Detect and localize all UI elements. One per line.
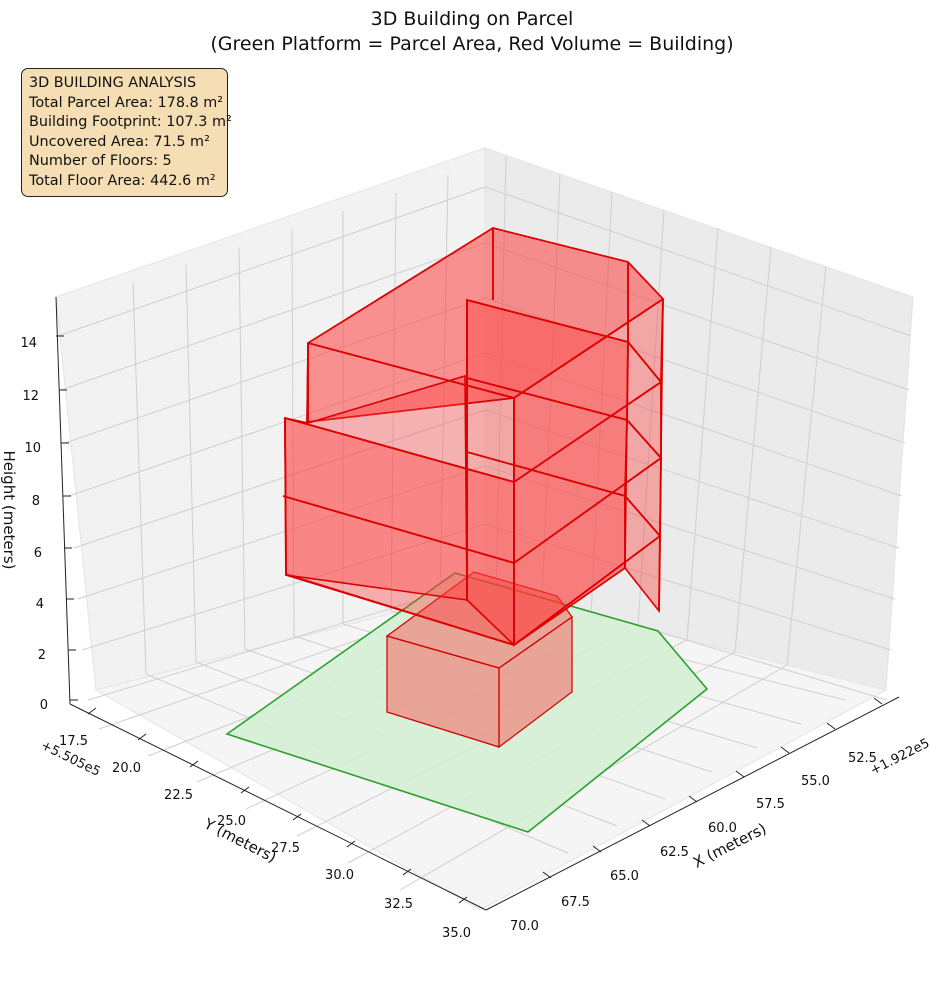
z-tick-label: 10 xyxy=(24,441,41,456)
z-tick-label: 14 xyxy=(20,336,37,351)
x-tick-label: 57.5 xyxy=(756,797,785,812)
x-tick-label: 67.5 xyxy=(561,895,590,910)
chart-title-line-2: (Green Platform = Parcel Area, Red Volum… xyxy=(210,33,733,55)
z-tick-label: 12 xyxy=(22,389,39,404)
y-tick-label: 32.5 xyxy=(384,897,413,912)
info-parcel-area: Total Parcel Area: 178.8 m² xyxy=(29,94,224,111)
z-tick-label: 0 xyxy=(40,698,48,713)
z-axis-line xyxy=(55,296,71,705)
z-ticks: 14 12 10 8 6 4 2 0 xyxy=(20,335,78,713)
y-ticks: 17.5 20.0 22.5 25.0 27.5 30.0 32.5 35.0 xyxy=(59,707,471,941)
y-tick-label: 22.5 xyxy=(164,788,193,803)
building-tower xyxy=(284,227,665,647)
y-tick-label: 20.0 xyxy=(112,761,141,776)
building-analysis-infobox: 3D BUILDING ANALYSIS Total Parcel Area: … xyxy=(21,68,232,197)
x-tick-label: 70.0 xyxy=(510,919,539,934)
info-uncovered-area: Uncovered Area: 71.5 m² xyxy=(29,133,210,150)
x-offset-text: +1.922e5 xyxy=(868,736,932,779)
info-total-floor-area: Total Floor Area: 442.6 m² xyxy=(29,172,216,189)
z-tick-label: 6 xyxy=(34,546,42,561)
x-tick-label: 52.5 xyxy=(848,751,877,766)
y-tick-label: 27.5 xyxy=(271,841,300,856)
axis-lines xyxy=(55,296,900,911)
x-tick-label: 55.0 xyxy=(801,774,830,789)
info-heading: 3D BUILDING ANALYSIS xyxy=(29,75,197,91)
y-axis-line xyxy=(69,703,487,911)
z-tick-label: 4 xyxy=(36,597,44,612)
z-tick-label: 8 xyxy=(32,494,40,509)
z-tick-label: 2 xyxy=(38,648,46,663)
building-lower-block xyxy=(385,571,573,749)
parcel-polygon xyxy=(225,572,709,833)
building-volume xyxy=(282,227,665,749)
z-axis-label: Height (meters) xyxy=(0,451,18,570)
y-tick-label: 35.0 xyxy=(442,926,471,941)
floor-outlines xyxy=(282,228,664,647)
info-footprint: Building Footprint: 107.3 m² xyxy=(29,114,232,130)
x-tick-label: 60.0 xyxy=(708,821,737,836)
x-ticks: 52.5 55.0 57.5 60.0 62.5 65.0 67.5 70.0 xyxy=(510,697,883,934)
chart-title-line-1: 3D Building on Parcel xyxy=(371,8,574,30)
y-tick-label: 17.5 xyxy=(59,734,88,749)
y-tick-label: 30.0 xyxy=(325,868,354,883)
info-floors: Number of Floors: 5 xyxy=(29,153,172,169)
y-tick-label: 25.0 xyxy=(217,814,246,829)
x-axis-line xyxy=(485,696,900,911)
x-tick-label: 62.5 xyxy=(660,845,689,860)
x-tick-label: 65.0 xyxy=(610,869,639,884)
